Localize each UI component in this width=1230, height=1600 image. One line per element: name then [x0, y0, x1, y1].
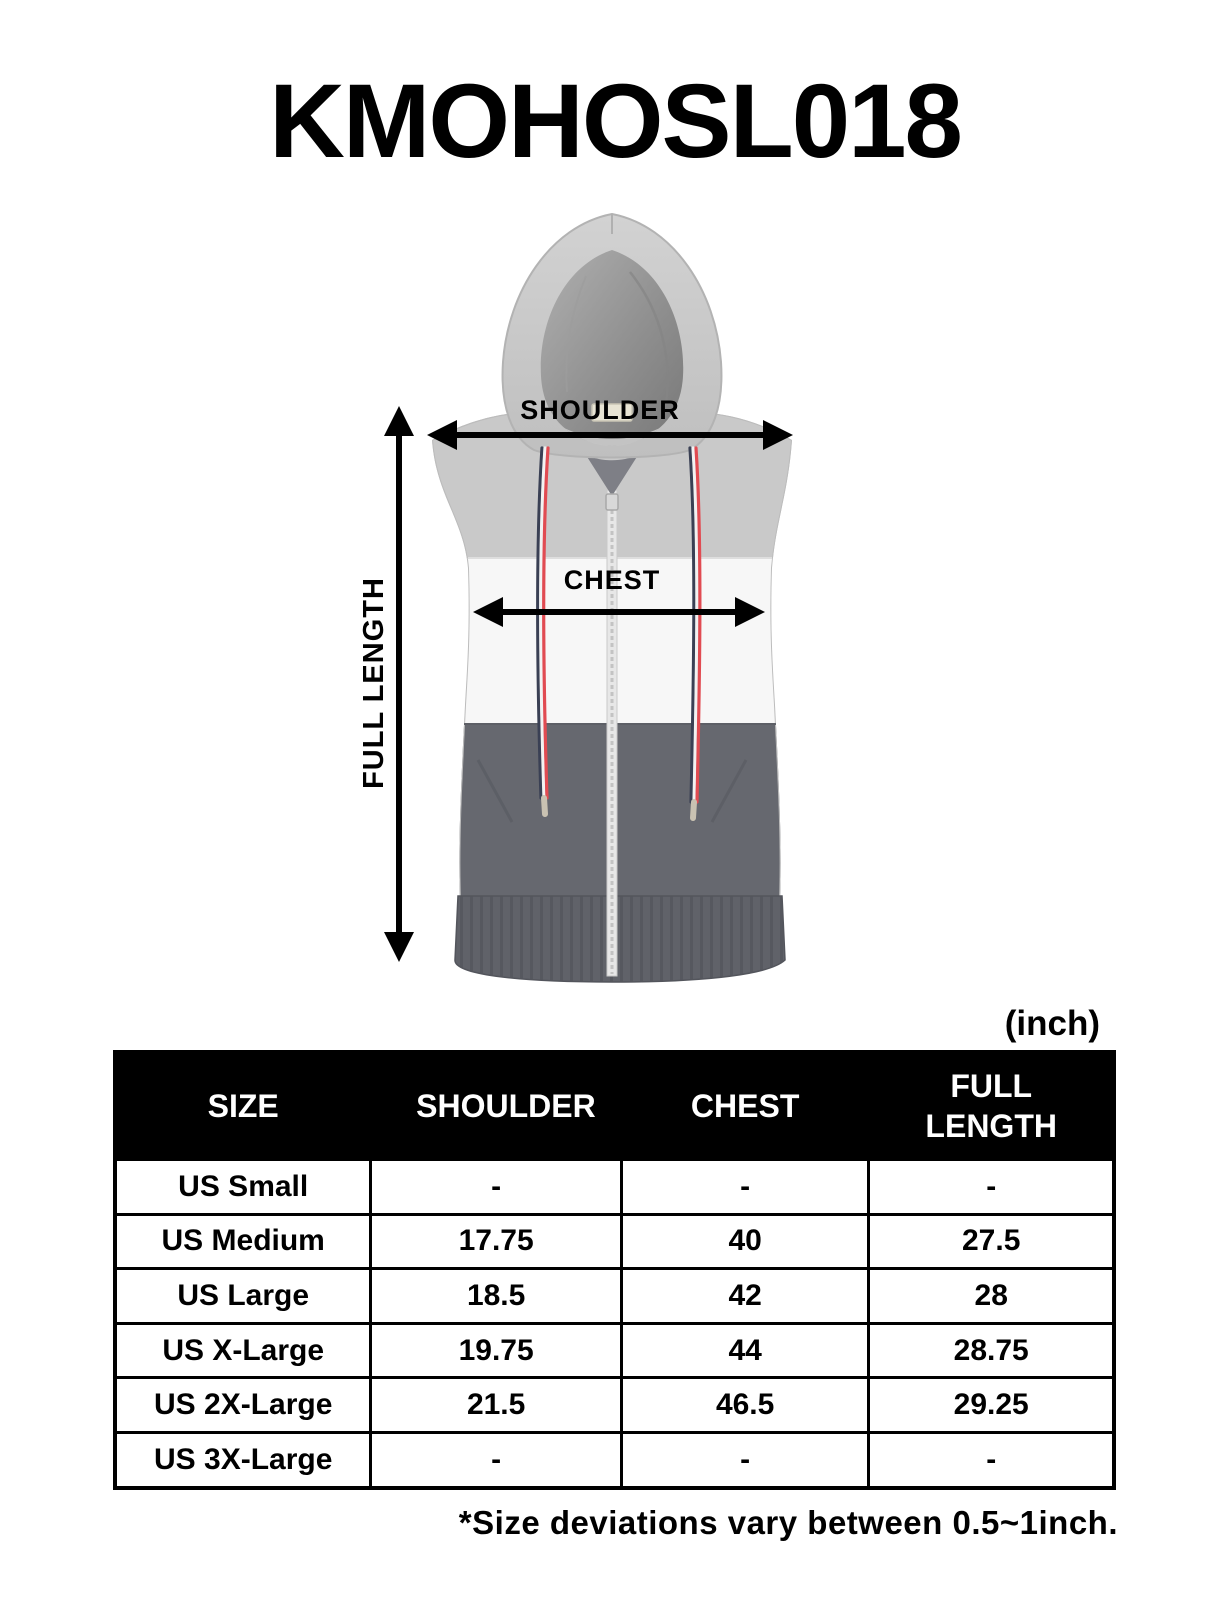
unit-label: (inch) [1004, 1004, 1100, 1043]
shoulder-measure-label: SHOULDER [520, 395, 680, 425]
zipper [584, 452, 640, 977]
measurement-cell: 21.5 [369, 1376, 623, 1434]
measurement-cell: 46.5 [619, 1376, 871, 1434]
measurement-cell: 44 [619, 1321, 871, 1380]
table-row: US X-Large 19.75 44 28.75 [113, 1321, 1116, 1380]
table-row: US 3X-Large - - - [113, 1430, 1116, 1490]
table-row: US Small - - - [113, 1158, 1116, 1216]
measurement-cell: 28 [867, 1267, 1116, 1325]
header-chest: CHEST [619, 1050, 871, 1161]
measurement-cell: 19.75 [369, 1321, 623, 1380]
measurement-cell: - [369, 1158, 623, 1216]
measurement-cell: - [867, 1158, 1116, 1216]
measurement-cell: - [619, 1158, 871, 1216]
measurement-cell: 27.5 [867, 1212, 1116, 1271]
product-code-title: KMOHOSL018 [269, 63, 963, 180]
measurement-cell: - [867, 1430, 1116, 1490]
table-row: US 2X-Large 21.5 46.5 29.25 [113, 1376, 1116, 1434]
size-cell: US Medium [113, 1212, 373, 1271]
garment-illustration [384, 212, 793, 983]
measurement-cell: 29.25 [867, 1376, 1116, 1434]
size-cell: US Large [113, 1267, 373, 1325]
header-size: SIZE [113, 1050, 373, 1161]
drawstrings [536, 446, 702, 821]
table-row: US Medium 17.75 40 27.5 [113, 1212, 1116, 1271]
measurement-cell: - [369, 1430, 623, 1490]
size-cell: US 2X-Large [113, 1376, 373, 1434]
header-shoulder: SHOULDER [369, 1050, 623, 1161]
measurement-cell: 40 [619, 1212, 871, 1271]
neck-label-tag [591, 403, 633, 422]
chest-measure-label: CHEST [563, 565, 661, 595]
size-deviation-footnote: *Size deviations vary between 0.5~1inch. [458, 1504, 1118, 1541]
table-header-row: SIZE SHOULDER CHEST FULL LENGTH [113, 1050, 1116, 1161]
measurement-cell: 18.5 [369, 1267, 623, 1325]
size-cell: US 3X-Large [113, 1430, 373, 1490]
size-table: SIZE SHOULDER CHEST FULL LENGTH US Small… [113, 1050, 1116, 1490]
hood [501, 212, 723, 459]
chest-arrow [473, 597, 765, 627]
size-cell: US X-Large [113, 1321, 373, 1380]
size-table-body: US Small - - - US Medium 17.75 40 27.5 US Large 1… [113, 1158, 1116, 1490]
shoulder-arrow [427, 420, 793, 450]
table-row: US Large 18.5 42 28 [113, 1267, 1116, 1325]
header-full-length: FULL LENGTH [867, 1050, 1116, 1161]
measurement-cell: 42 [619, 1267, 871, 1325]
size-cell: US Small [113, 1158, 373, 1216]
measurement-cell: - [619, 1430, 871, 1490]
measurement-cell: 17.75 [369, 1212, 623, 1271]
measurement-cell: 28.75 [867, 1321, 1116, 1380]
full-length-arrow [384, 406, 414, 962]
hem-band [454, 895, 786, 983]
full-length-measure-label: FULL LENGTH [358, 577, 390, 789]
